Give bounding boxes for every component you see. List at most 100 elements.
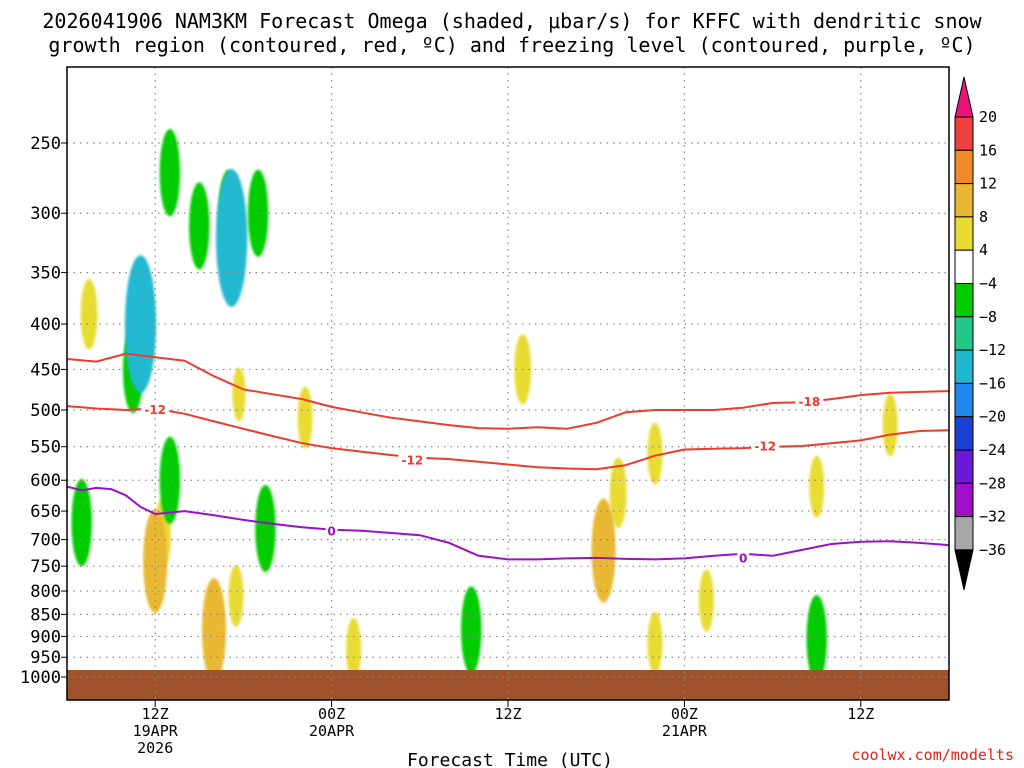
contour-label-bg-0 <box>141 403 170 417</box>
colorbar-label-0: 20 <box>979 108 997 126</box>
colorbar-box-2 <box>954 149 974 185</box>
colorbar-label-11: −28 <box>979 474 1006 492</box>
x-axis-label: Forecast Time (UTC) <box>407 750 613 768</box>
omega-feature-19 <box>124 255 157 393</box>
y-tick-label-600: 600 <box>30 471 61 491</box>
omega-feature-28 <box>806 594 827 683</box>
omega-shading <box>71 129 898 683</box>
y-tick-label-800: 800 <box>30 582 61 602</box>
y-tick-label-450: 450 <box>30 360 61 380</box>
y-tick-label-750: 750 <box>30 557 61 577</box>
colorbar-label-4: 4 <box>979 241 988 259</box>
omega-feature-11 <box>591 498 616 603</box>
omega-feature-6 <box>228 564 244 627</box>
colorbar-label-1: 16 <box>979 141 997 159</box>
y-tick-label-400: 400 <box>30 315 61 335</box>
omega-feature-0 <box>80 279 98 350</box>
colorbar-box-4 <box>954 216 974 251</box>
colorbar-box-3 <box>954 183 974 218</box>
colorbar-label-2: 12 <box>979 175 997 193</box>
omega-feature-17 <box>71 479 92 567</box>
y-tick-label-650: 650 <box>30 502 61 522</box>
y-tick-label-1000: 1000 <box>20 668 61 688</box>
colorbar-bottom-arrow <box>954 549 974 591</box>
omega-feature-4 <box>202 577 226 682</box>
omega-feature-22 <box>189 182 210 270</box>
y-axis-ticks: 2503003504004505005506006507007508008509… <box>20 134 67 688</box>
y-tick-label-700: 700 <box>30 531 61 551</box>
contour-label-3: -18 <box>799 395 821 409</box>
contour-label-bg-2 <box>751 439 780 454</box>
x-tick-label-0-1: 19APR <box>133 722 179 740</box>
x-tick-label-3-0: 00Z <box>671 705 698 723</box>
omega-feature-14 <box>698 569 714 632</box>
omega-feature-16 <box>882 394 898 457</box>
colorbar-box-8 <box>954 349 974 384</box>
colorbar-label-3: 8 <box>979 208 988 226</box>
omega-feature-5 <box>232 367 246 422</box>
colorbar-label-9: −20 <box>979 408 1006 426</box>
y-tick-label-300: 300 <box>30 204 61 224</box>
omega-feature-20 <box>159 436 181 524</box>
x-tick-label-0-0: 12Z <box>142 705 169 723</box>
colorbar-box-11 <box>954 449 974 484</box>
colorbar-label-6: −8 <box>979 308 997 326</box>
contour-label-4: 0 <box>327 524 335 538</box>
x-tick-label-1-1: 20APR <box>309 722 355 740</box>
colorbar-label-12: −32 <box>979 508 1006 526</box>
x-tick-label-2-0: 12Z <box>494 705 521 723</box>
omega-feature-13 <box>647 611 663 674</box>
colorbar-box-7 <box>954 316 974 351</box>
omega-feature-8 <box>346 618 362 681</box>
y-tick-label-850: 850 <box>30 605 61 625</box>
omega-feature-12 <box>647 422 663 485</box>
omega-feature-21 <box>159 129 181 217</box>
chart-title-line1: 2026041906 NAM3KM Forecast Omega (shaded… <box>42 9 982 33</box>
y-tick-label-250: 250 <box>30 134 61 154</box>
omega-feature-15 <box>809 455 825 518</box>
colorbar-box-1 <box>954 116 974 151</box>
omega-feature-26 <box>255 484 276 573</box>
y-tick-label-350: 350 <box>30 264 61 284</box>
contour-label-0: -12 <box>144 403 166 417</box>
contour-label-bg-1 <box>398 453 427 468</box>
colorbar-label-10: −24 <box>979 441 1006 459</box>
colorbar-box-9 <box>954 382 974 418</box>
contour-label-bg-4 <box>325 524 338 539</box>
colorbar-label-5: −4 <box>979 275 997 293</box>
chart-title-line2: growth region (contoured, red, ºC) and f… <box>48 33 975 57</box>
omega-feature-24 <box>216 169 248 307</box>
omega-feature-7 <box>297 386 313 449</box>
contour-label-2: -12 <box>754 440 776 454</box>
contour-label-5: 0 <box>739 551 747 565</box>
x-tick-label-4-0: 12Z <box>847 705 874 723</box>
colorbar-box-5 <box>954 249 974 284</box>
x-tick-label-3-1: 21APR <box>662 722 708 740</box>
x-tick-label-0-2: 2026 <box>137 739 173 757</box>
y-tick-label-500: 500 <box>30 401 61 421</box>
colorbar-legend: 20 16 12 8 4 −4 −8 −12 −16 −20 −24 −28 −32 −36 <box>954 76 1006 591</box>
isotherm-line-m12-0 <box>67 405 949 471</box>
contour-label-bg-3 <box>795 395 824 410</box>
colorbar-box-6 <box>954 283 974 318</box>
contour-labels: -12 -12 -12 -18 0 0 <box>141 395 824 566</box>
contour-label-1: -12 <box>402 453 424 467</box>
colorbar-box-12 <box>954 482 974 518</box>
omega-feature-25 <box>247 169 269 257</box>
y-tick-label-950: 950 <box>30 648 61 668</box>
freezing-level-line-2 <box>67 485 949 561</box>
colorbar-box-13 <box>954 516 974 551</box>
credit-text: coolwx.com/modelts <box>851 746 1014 764</box>
y-tick-label-900: 900 <box>30 627 61 647</box>
omega-feature-10 <box>609 457 627 529</box>
omega-feature-27 <box>461 586 482 674</box>
contour-label-bg-5 <box>737 551 750 566</box>
colorbar-label-7: −12 <box>979 341 1006 359</box>
colorbar-box-10 <box>954 416 974 451</box>
colorbar-label-8: −16 <box>979 374 1006 392</box>
y-tick-label-550: 550 <box>30 438 61 458</box>
x-tick-label-1-0: 00Z <box>318 705 345 723</box>
colorbar-label-13: −36 <box>979 541 1006 559</box>
